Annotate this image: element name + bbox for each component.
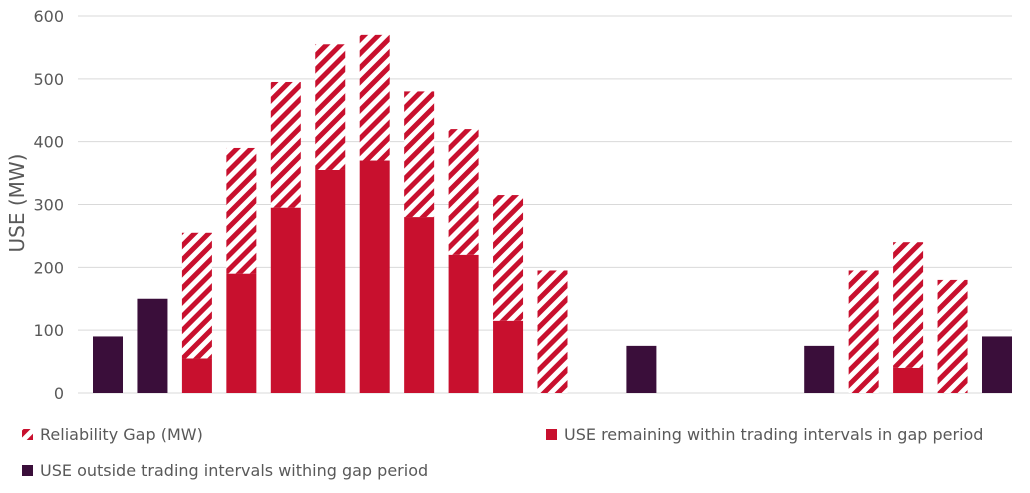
legend-label: Reliability Gap (MW)	[40, 425, 203, 444]
bar-segment	[493, 320, 524, 393]
y-tick-label: 200	[33, 258, 64, 277]
bar-segment	[270, 81, 301, 208]
y-tick-label: 500	[33, 70, 64, 89]
bar-segment	[315, 44, 346, 170]
bar-segment	[448, 254, 479, 393]
y-tick-label: 0	[54, 384, 64, 403]
bar-segment	[137, 298, 168, 393]
bar-segment	[893, 242, 924, 368]
bar-segment	[893, 367, 924, 393]
bar-segment	[359, 34, 390, 161]
bar-segment	[226, 273, 257, 393]
y-tick-label: 400	[33, 133, 64, 152]
bar-segment	[448, 129, 479, 255]
legend-swatch	[546, 429, 557, 440]
legend-swatch	[22, 429, 33, 440]
legend-swatch	[22, 465, 33, 476]
bar-segment	[626, 345, 657, 393]
bar-segment	[226, 147, 257, 274]
y-axis-label: USE (MW)	[5, 154, 29, 253]
bar-segment	[270, 207, 301, 393]
y-tick-label: 100	[33, 321, 64, 340]
bar-segment	[315, 169, 346, 393]
y-tick-labels: 0 100 200 300 400 500 600	[33, 7, 64, 403]
legend-label: USE remaining within trading intervals i…	[564, 425, 983, 444]
bar-segment	[359, 160, 390, 393]
bar-segment	[404, 91, 435, 218]
bar-segment	[181, 232, 212, 359]
bar-segment	[493, 195, 524, 321]
bar-segment	[537, 270, 568, 393]
bar-segment	[181, 358, 212, 393]
legend: Reliability Gap (MW) USE remaining within…	[22, 425, 983, 480]
legend-label: USE outside trading intervals withing ga…	[40, 461, 428, 480]
bar-segment	[982, 336, 1012, 393]
bar-segment	[404, 217, 435, 393]
y-tick-label: 300	[33, 196, 64, 215]
bars	[93, 34, 1012, 393]
bar-segment	[93, 336, 123, 393]
bar-segment	[848, 270, 879, 393]
bar-segment	[804, 345, 835, 393]
bar-segment	[937, 279, 968, 393]
y-tick-label: 600	[33, 7, 64, 26]
